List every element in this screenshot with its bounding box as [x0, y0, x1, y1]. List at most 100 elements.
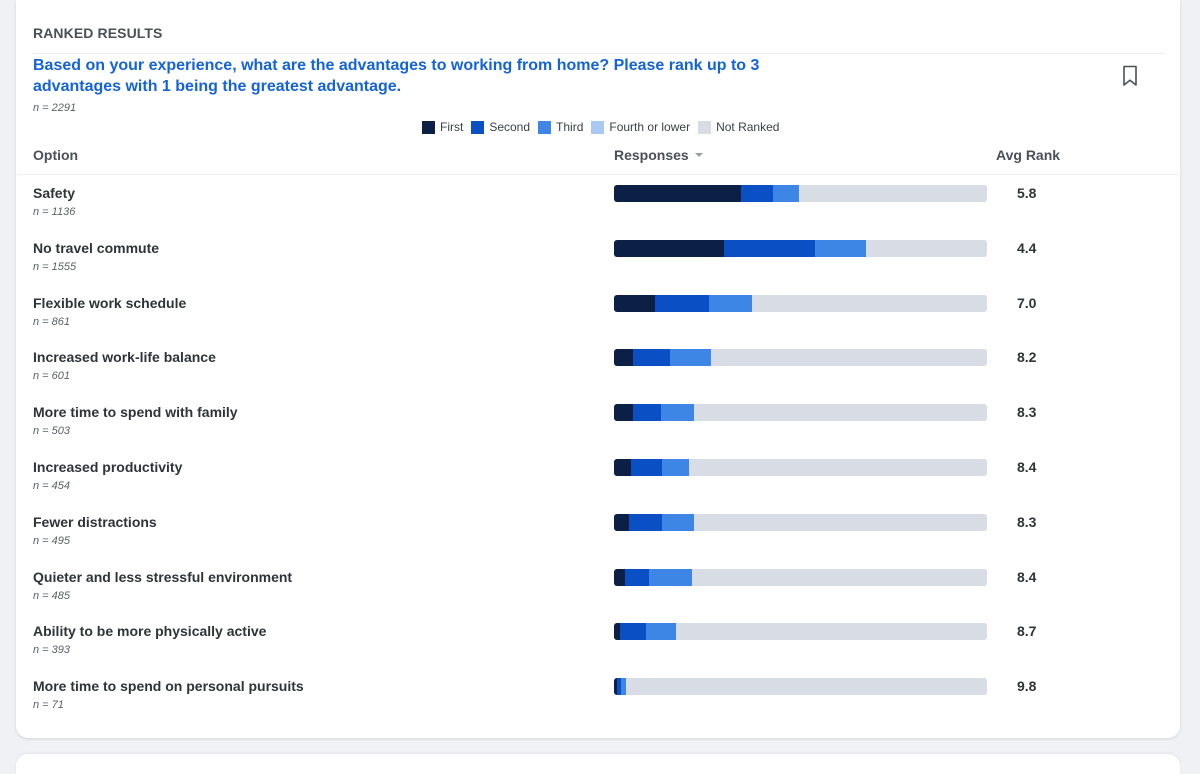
option-label: Safety [33, 185, 76, 201]
bar-segment-third[interactable] [669, 349, 711, 367]
option-label: Quieter and less stressful environment [33, 568, 293, 585]
bar-segment-not-ranked[interactable] [692, 568, 987, 586]
legend-item: Third [538, 120, 583, 134]
avg-rank-value: 4.4 [1017, 239, 1037, 256]
total-n-label: n = 2291 [33, 102, 77, 114]
legend-swatch [538, 120, 552, 134]
bar-segment-first[interactable] [614, 239, 725, 257]
ranked-results-card: RANKED RESULTS Based on your experience,… [16, 0, 1180, 738]
option-label: Increased work-life balance [33, 349, 216, 366]
response-bar[interactable] [614, 294, 987, 312]
bar-segment-second[interactable] [632, 404, 661, 422]
response-bar[interactable] [614, 404, 987, 422]
avg-rank-value: 8.7 [1017, 623, 1037, 640]
option-label: Increased productivity [33, 458, 183, 475]
bar-segment-third[interactable] [815, 239, 866, 257]
bar-segment-second[interactable] [740, 185, 773, 202]
bar-segment-first[interactable] [614, 513, 629, 531]
bar-segment-second[interactable] [619, 623, 646, 641]
results-list: Safety n = 1136 5.8 No travel commute n = 15… [16, 184, 1180, 732]
option-n-label: n = 601 [33, 370, 71, 383]
bar-segment-first[interactable] [614, 458, 631, 476]
response-bar[interactable] [614, 568, 987, 586]
bar-segment-not-ranked[interactable] [710, 349, 987, 367]
option-n-label: n = 485 [33, 589, 71, 602]
table-row: Increased productivity n = 454 8.4 [16, 458, 1180, 513]
table-row: Increased work-life balance n = 601 8.2 [16, 348, 1180, 403]
option-label: More time to spend with family [33, 404, 238, 421]
bar-segment-first[interactable] [614, 568, 626, 586]
option-n-label: n = 71 [33, 699, 64, 712]
response-bar[interactable] [614, 513, 987, 531]
legend-label: First [440, 120, 464, 134]
option-n-label: n = 503 [33, 425, 71, 438]
bar-segment-second[interactable] [630, 458, 663, 476]
bar-segment-first[interactable] [614, 623, 620, 641]
table-row: More time to spend with family n = 503 8.3 [16, 403, 1180, 458]
avg-rank-value: 8.3 [1017, 513, 1037, 530]
option-n-label: n = 454 [33, 479, 71, 492]
legend-label: Fourth or lower [609, 120, 691, 134]
bar-segment-first[interactable] [614, 404, 633, 422]
next-card [16, 754, 1180, 774]
bar-segment-third[interactable] [645, 623, 676, 641]
response-bar[interactable] [614, 349, 987, 367]
bar-segment-third[interactable] [709, 294, 752, 312]
avg-rank-value: 8.4 [1017, 568, 1037, 585]
bar-segment-second[interactable] [628, 513, 663, 531]
bar-segment-first[interactable] [614, 185, 741, 202]
legend-label: Third [556, 120, 584, 134]
bar-segment-not-ranked[interactable] [798, 185, 987, 202]
option-label: Flexible work schedule [33, 294, 187, 311]
option-n-label: n = 1555 [33, 260, 77, 273]
bar-segment-third[interactable] [662, 458, 689, 476]
legend-label: Second [489, 120, 531, 134]
bar-segment-second[interactable] [724, 239, 816, 257]
bar-segment-second[interactable] [632, 349, 670, 367]
legend-item: Fourth or lower [591, 120, 690, 134]
bar-segment-third[interactable] [662, 513, 695, 531]
option-n-label: n = 495 [33, 534, 71, 547]
response-bar[interactable] [614, 239, 987, 257]
bar-segment-not-ranked[interactable] [625, 678, 987, 696]
avg-rank-value: 5.8 [1017, 185, 1037, 201]
bar-segment-not-ranked[interactable] [751, 294, 987, 312]
top-divider [33, 53, 1165, 54]
bar-segment-third[interactable] [772, 185, 799, 202]
legend-item: Second [471, 120, 530, 134]
bar-segment-first[interactable] [614, 349, 633, 367]
bar-segment-first[interactable] [614, 294, 656, 312]
bar-segment-not-ranked[interactable] [865, 239, 987, 257]
sort-caret-icon[interactable] [694, 153, 703, 157]
bar-segment-third[interactable] [660, 404, 695, 422]
bar-segment-third[interactable] [649, 568, 693, 586]
legend-swatch [591, 120, 605, 134]
option-n-label: n = 861 [33, 315, 71, 328]
table-row: No travel commute n = 1555 4.4 [16, 239, 1180, 294]
response-bar[interactable] [614, 185, 987, 202]
bar-segment-second[interactable] [625, 568, 650, 586]
option-n-label: n = 393 [33, 644, 71, 657]
legend-item: Not Ranked [698, 120, 779, 134]
column-header-responses[interactable]: Responses [614, 147, 703, 163]
bar-segment-not-ranked[interactable] [694, 404, 987, 422]
response-bar[interactable] [614, 678, 987, 696]
bar-segment-first[interactable] [614, 678, 617, 696]
response-bar[interactable] [614, 458, 987, 476]
section-label: RANKED RESULTS [33, 25, 163, 41]
bar-segment-second[interactable] [616, 678, 622, 696]
table-row: Safety n = 1136 5.8 [16, 184, 1180, 239]
bar-segment-not-ranked[interactable] [688, 458, 987, 476]
bar-segment-not-ranked[interactable] [675, 623, 987, 641]
legend-swatch [698, 120, 712, 134]
column-header-avg-rank: Avg Rank [996, 147, 1061, 163]
bookmark-icon[interactable] [1122, 65, 1138, 87]
avg-rank-value: 8.4 [1017, 458, 1037, 475]
legend-item: First [422, 120, 463, 134]
response-bar[interactable] [614, 623, 987, 641]
bar-segment-second[interactable] [655, 294, 710, 312]
legend-swatch [422, 120, 435, 134]
bar-segment-not-ranked[interactable] [694, 513, 987, 531]
option-label: More time to spend on personal pursuits [33, 678, 304, 695]
bar-segment-third[interactable] [621, 678, 626, 696]
